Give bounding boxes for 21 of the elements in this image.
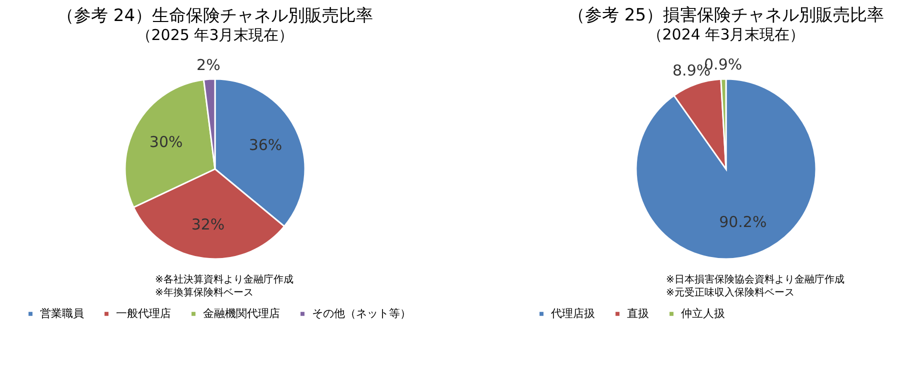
legend-label: 営業職員 (40, 306, 84, 320)
data-label: 32% (191, 215, 225, 234)
text: ※日本損害保険協会資料より金融庁作成 (666, 274, 844, 286)
legend-label: 代理店扱 (550, 306, 595, 320)
text: ※各社決算資料より金融庁作成 (155, 274, 294, 286)
legend-label: 仲立人扱 (681, 306, 725, 320)
text: ※元受正味収入保険料ベース (666, 286, 794, 298)
legend-label: 金融機関代理店 (203, 306, 280, 320)
legend-label: 一般代理店 (116, 306, 171, 320)
chart-title: （参考 24）生命保険チャネル別販売比率 (56, 6, 374, 26)
pie-slice (635, 78, 817, 260)
data-label: 90.2% (719, 213, 767, 232)
chart-title: （参考 25）損害保険チャネル別販売比率 (568, 6, 884, 26)
data-label: 2% (196, 56, 220, 74)
legend-label: 直扱 (627, 306, 649, 320)
data-label: 30% (149, 133, 183, 152)
data-label: 36% (248, 136, 282, 154)
legend-label: その他（ネット等） (312, 306, 411, 320)
chart-subtitle: （2025 年3月末現在） (136, 26, 294, 44)
chart-subtitle: （2024 年3月末現在） (647, 26, 805, 44)
text: ※年換算保険料ベース (155, 286, 254, 298)
